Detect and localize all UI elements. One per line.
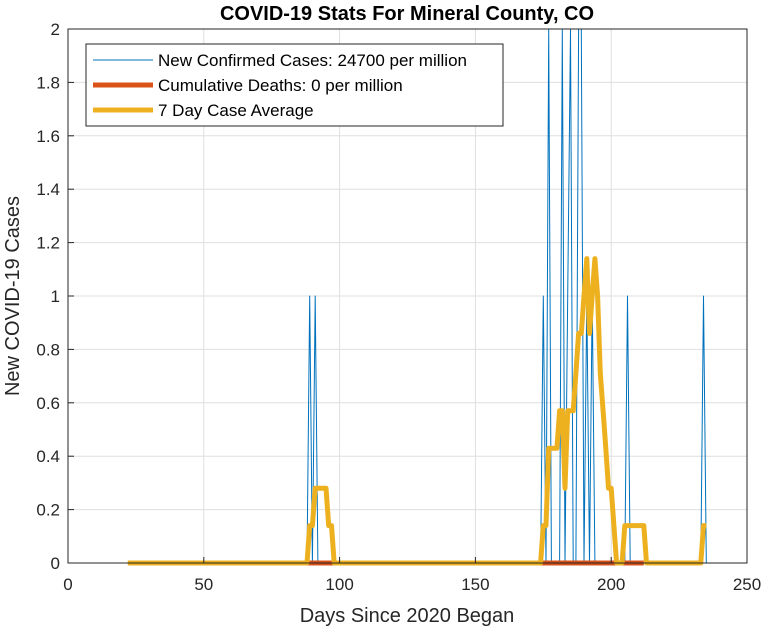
y-tick-label: 1.8 — [36, 73, 60, 92]
legend: New Confirmed Cases: 24700 per million C… — [85, 43, 504, 127]
y-tick-label: 1 — [51, 287, 60, 306]
y-tick-label: 1.4 — [36, 180, 60, 199]
y-tick-label: 0.4 — [36, 447, 60, 466]
x-tick-label: 200 — [597, 575, 625, 594]
legend-label-deaths: Cumulative Deaths: 0 per million — [158, 76, 403, 95]
x-tick-label: 100 — [325, 575, 353, 594]
y-tick-label: 2 — [51, 20, 60, 39]
x-tick-label: 250 — [733, 575, 761, 594]
x-tick-label: 50 — [194, 575, 213, 594]
chart-title: COVID-19 Stats For Mineral County, CO — [220, 3, 594, 25]
y-tick-label: 0 — [51, 554, 60, 573]
y-tick-label: 0.2 — [36, 501, 60, 520]
legend-label-7-day-average: 7 Day Case Average — [158, 101, 314, 120]
legend-box — [85, 43, 504, 127]
legend-label-new-cases: New Confirmed Cases: 24700 per million — [158, 51, 467, 70]
y-tick-label: 1.6 — [36, 127, 60, 146]
x-tick-label: 0 — [63, 575, 72, 594]
y-tick-label: 0.8 — [36, 340, 60, 359]
x-axis-label: Days Since 2020 Began — [300, 605, 515, 627]
ticks: 0 50 100 150 200 250 0 0.2 0.4 0.6 0.8 1 1.2 1.4 1.6 1.… — [36, 20, 761, 594]
y-axis-label: New COVID-19 Cases — [2, 196, 24, 396]
y-tick-label: 0.6 — [36, 394, 60, 413]
x-tick-label: 150 — [461, 575, 489, 594]
y-tick-label: 1.2 — [36, 234, 60, 253]
